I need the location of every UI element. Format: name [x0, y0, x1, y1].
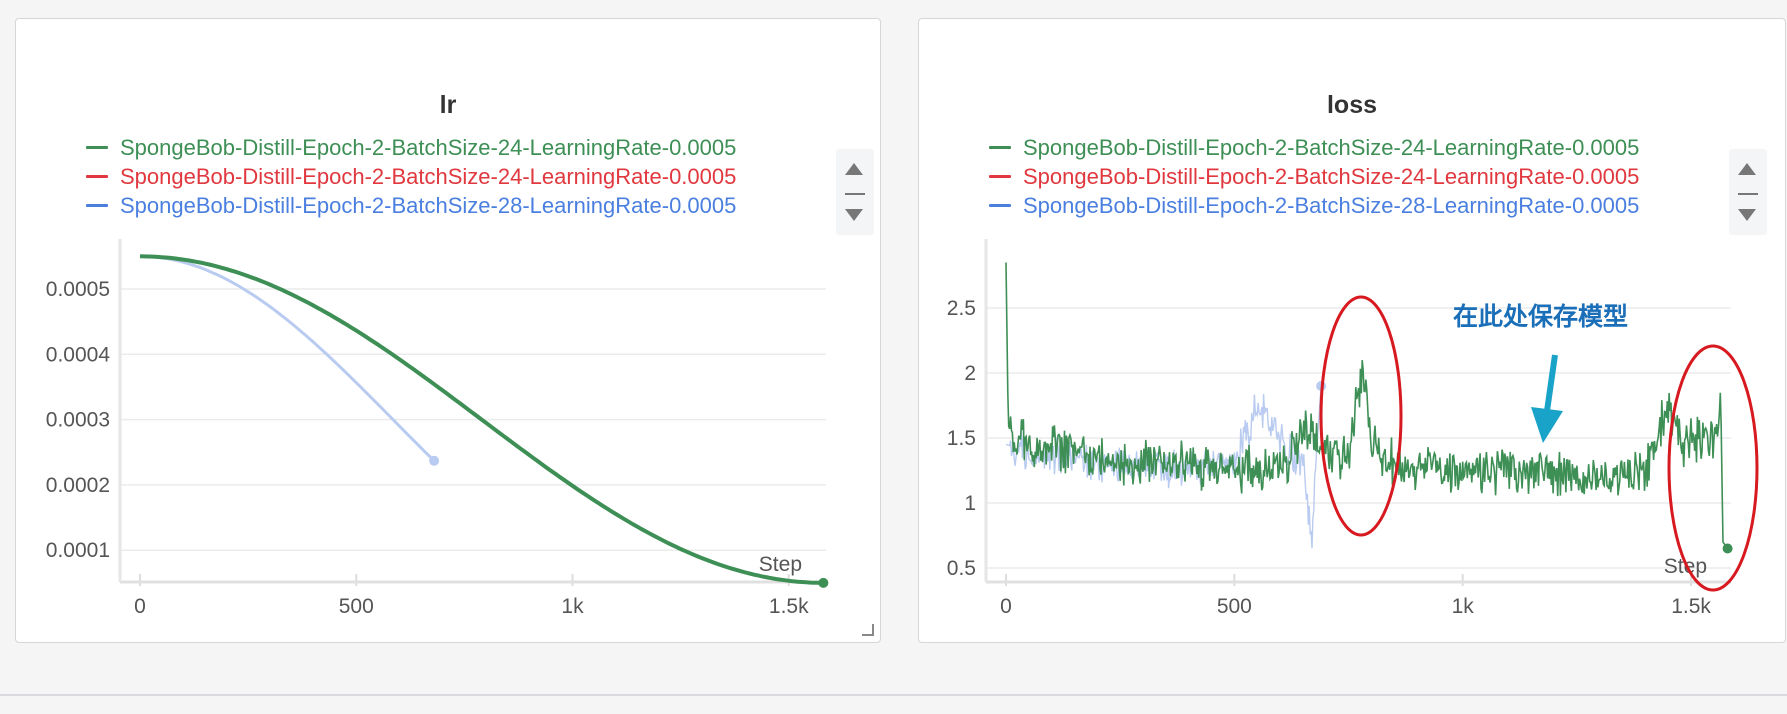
y-tick-label: 1.5 — [947, 427, 976, 450]
series-line-batchsize-24 — [139, 254, 824, 585]
series-end-point — [1722, 543, 1733, 554]
legend-item[interactable]: SpongeBob-Distill-Epoch-2-BatchSize-28-L… — [989, 191, 1639, 220]
y-tick-label: 2.5 — [947, 297, 976, 320]
x-tick-label: 0 — [1000, 595, 1012, 618]
chart-legend: SpongeBob-Distill-Epoch-2-BatchSize-24-L… — [989, 133, 1639, 220]
legend-label: SpongeBob-Distill-Epoch-2-BatchSize-24-L… — [1023, 163, 1640, 189]
resize-handle-icon[interactable] — [862, 624, 874, 636]
legend-item[interactable]: SpongeBob-Distill-Epoch-2-BatchSize-28-L… — [86, 191, 736, 220]
y-tick-label: 2 — [964, 362, 976, 385]
scroll-down-icon[interactable] — [1738, 209, 1756, 221]
y-tick-label: 1 — [964, 492, 976, 515]
series-line-batchsize-28 — [139, 254, 436, 462]
series-line-batchsize-24 — [1005, 262, 1729, 549]
scroll-up-icon[interactable] — [1738, 163, 1756, 175]
legend-label: SpongeBob-Distill-Epoch-2-BatchSize-24-L… — [1023, 134, 1640, 160]
highlight-ellipse — [1319, 295, 1403, 537]
legend-label: SpongeBob-Distill-Epoch-2-BatchSize-28-L… — [1023, 192, 1640, 218]
chart-legend: SpongeBob-Distill-Epoch-2-BatchSize-24-L… — [86, 133, 736, 220]
scroll-up-icon[interactable] — [845, 163, 863, 175]
legend-swatch — [86, 204, 108, 207]
save-model-annotation: 在此处保存模型 — [1453, 302, 1629, 331]
legend-swatch — [989, 204, 1011, 207]
legend-swatch — [989, 175, 1011, 178]
y-tick-label: 0.0004 — [46, 343, 111, 366]
legend-scroll-control[interactable] — [836, 149, 874, 235]
scroll-divider — [1738, 193, 1758, 195]
loss-chart-panel: loss SpongeBob-Distill-Epoch-2-BatchSize… — [918, 18, 1786, 643]
legend-swatch — [86, 175, 108, 178]
y-tick-label: 0.0002 — [46, 474, 110, 497]
scroll-down-icon[interactable] — [845, 209, 863, 221]
x-tick-label: 500 — [1217, 595, 1252, 618]
x-tick-label: 1k — [561, 595, 584, 618]
chart-title: loss — [1326, 91, 1378, 119]
arrow-head-icon — [1531, 407, 1563, 443]
legend-label: SpongeBob-Distill-Epoch-2-BatchSize-24-L… — [120, 134, 737, 160]
series-line-batchsize-28 — [1005, 385, 1322, 549]
legend-item[interactable]: SpongeBob-Distill-Epoch-2-BatchSize-24-L… — [989, 162, 1639, 191]
y-tick-label: 0.0001 — [46, 539, 110, 562]
x-tick-label: 1.5k — [769, 595, 809, 618]
chart-title: lr — [439, 91, 457, 119]
scroll-divider — [845, 193, 865, 195]
highlight-ellipse — [1667, 344, 1759, 592]
legend-item[interactable]: SpongeBob-Distill-Epoch-2-BatchSize-24-L… — [86, 162, 736, 191]
y-tick-label: 0.0003 — [46, 409, 110, 432]
x-tick-label: 0 — [134, 595, 146, 618]
legend-item[interactable]: SpongeBob-Distill-Epoch-2-BatchSize-24-L… — [86, 133, 736, 162]
legend-item[interactable]: SpongeBob-Distill-Epoch-2-BatchSize-24-L… — [989, 133, 1639, 162]
lr-chart-panel: lr SpongeBob-Distill-Epoch-2-BatchSize-2… — [15, 18, 881, 643]
series-end-point — [818, 577, 829, 588]
arrow-icon — [1544, 354, 1558, 412]
y-tick-label: 0.0005 — [46, 278, 110, 301]
x-tick-label: 500 — [339, 595, 374, 618]
x-tick-label: 1k — [1452, 595, 1475, 618]
lr-chart-plot: 0.0005 0.0004 0.0003 0.0002 0.0001 0 500 1k 1.5k… — [46, 239, 829, 618]
series-end-point — [429, 455, 440, 466]
y-tick-label: 0.5 — [947, 557, 976, 580]
legend-swatch — [86, 146, 108, 149]
legend-label: SpongeBob-Distill-Epoch-2-BatchSize-28-L… — [120, 192, 737, 218]
x-axis-label: Step — [759, 553, 802, 576]
legend-scroll-control[interactable] — [1729, 149, 1767, 235]
legend-label: SpongeBob-Distill-Epoch-2-BatchSize-24-L… — [120, 163, 737, 189]
legend-swatch — [989, 146, 1011, 149]
page-divider — [0, 694, 1787, 696]
x-tick-label: 1.5k — [1671, 595, 1711, 618]
